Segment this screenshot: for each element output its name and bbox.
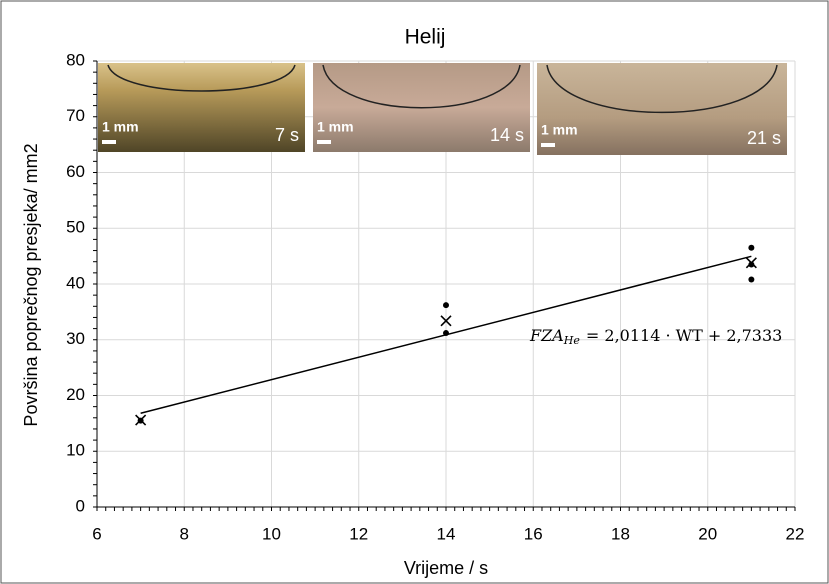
y-axis-label: Površina poprečnog presjeka/ mm2: [21, 143, 41, 426]
y-tick-label: 60: [66, 162, 85, 181]
x-tick-label: 22: [786, 524, 805, 543]
x-tick-label: 14: [437, 524, 456, 543]
x-tick-label: 12: [349, 524, 368, 543]
x-tick-label: 10: [262, 524, 281, 543]
inset-image: 1 mm 14 s: [313, 63, 530, 152]
data-point: [748, 276, 755, 283]
scale-bar: [541, 143, 555, 147]
y-tick-label: 0: [76, 496, 85, 515]
inset-scale: 1 mm: [541, 122, 578, 138]
y-tick-label: 70: [66, 106, 85, 125]
inset-scale: 1 mm: [317, 119, 354, 135]
x-tick-label: 18: [611, 524, 630, 543]
equation: FZAHe = 2,0114 · WT + 2,7333: [529, 326, 782, 348]
chart-title: Helij: [405, 26, 446, 49]
x-tick-label: 6: [92, 524, 101, 543]
x-axis-label: Vrijeme / s: [404, 558, 488, 578]
inset-image: 1 mm 7 s: [98, 63, 305, 152]
y-tick-label: 50: [66, 218, 85, 237]
scale-bar: [317, 140, 331, 144]
data-point: [748, 244, 755, 251]
fusion-boundary: [546, 64, 778, 114]
x-tick-label: 8: [180, 524, 189, 543]
y-tick-label: 10: [66, 441, 85, 460]
mean-marker: [745, 257, 757, 269]
scale-bar: [102, 140, 116, 144]
inset-label: 14 s: [490, 125, 524, 145]
inset-scale: 1 mm: [102, 119, 139, 135]
fusion-boundary: [322, 64, 521, 109]
data-point: [443, 330, 449, 337]
inset-label: 7 s: [275, 125, 299, 145]
inset-label: 21 s: [747, 128, 781, 148]
y-tick-label: 80: [66, 50, 85, 69]
inset-image: 1 mm 21 s: [537, 63, 787, 155]
y-tick-label: 30: [66, 329, 85, 348]
equation-rhs: = 2,0114 · WT + 2,7333: [586, 326, 782, 345]
equation-sub: He: [563, 334, 581, 347]
y-tick-label: 20: [66, 385, 85, 404]
x-tick-label: 16: [524, 524, 543, 543]
equation-lhs: FZA: [529, 326, 564, 345]
micrograph: [537, 63, 787, 155]
y-tick-label: 40: [66, 273, 85, 292]
fusion-boundary: [107, 64, 296, 92]
data-point: [748, 261, 755, 268]
x-tick-label: 20: [698, 524, 717, 543]
data-point: [443, 302, 449, 309]
mean-marker: [440, 315, 452, 327]
mean-marker: [135, 414, 147, 426]
micrograph: [98, 63, 305, 152]
